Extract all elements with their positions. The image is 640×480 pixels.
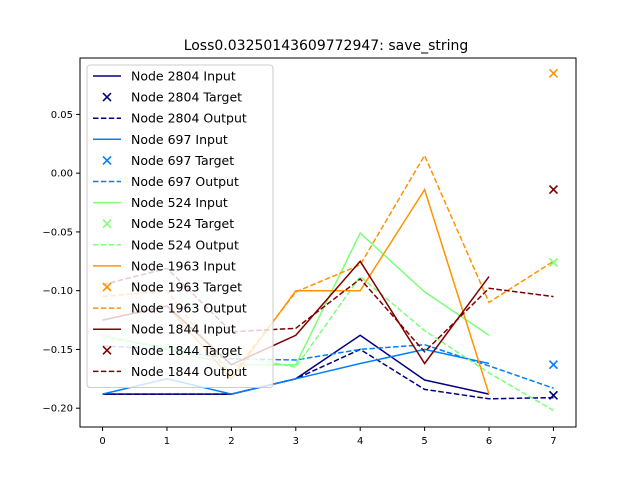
- axes-frame: [79, 57, 577, 428]
- legend-label: Node 524 Input: [131, 195, 228, 210]
- y-tick-label: −0.05: [42, 227, 73, 238]
- node-1963-target-marker: [548, 68, 559, 78]
- legend-entry-node-697-target: Node 697 Target: [102, 153, 234, 168]
- legend-box: [86, 64, 274, 388]
- legend-entry-node-2804-output: Node 2804 Output: [93, 111, 247, 126]
- legend-label: Node 697 Output: [131, 174, 239, 189]
- legend-label: Node 524 Target: [131, 216, 234, 231]
- legend-entry-node-1844-input: Node 1844 Input: [93, 322, 236, 337]
- node-2804-target-marker: [548, 390, 559, 400]
- legend-entry-node-2804-target: Node 2804 Target: [102, 90, 242, 105]
- x-tick-label: 5: [421, 436, 427, 447]
- target-cross-stroke: [102, 92, 112, 102]
- legend-label: Node 1963 Output: [131, 301, 247, 316]
- legend-entry-node-697-output: Node 697 Output: [93, 174, 239, 189]
- legend-entry-node-2804-input: Node 2804 Input: [93, 69, 236, 84]
- target-cross-stroke: [548, 257, 559, 268]
- x-tick-label: 1: [164, 436, 170, 447]
- target-cross-stroke: [102, 282, 112, 292]
- target-cross-stroke: [548, 68, 559, 78]
- legend-label: Node 1963 Input: [131, 258, 236, 273]
- target-cross-stroke: [548, 185, 559, 195]
- x-tick-label: 7: [550, 436, 556, 447]
- legend-entry-node-1963-output: Node 1963 Output: [93, 301, 247, 316]
- node-524-target-marker: [548, 257, 559, 268]
- y-tick-label: 0.05: [51, 110, 73, 121]
- node-1844-target-marker: [548, 185, 559, 195]
- y-tick-label: −0.20: [42, 404, 73, 415]
- x-tick-label: 2: [228, 436, 234, 447]
- axis-ticks: 0 1 2 3 4 5 6 7 0.05 0.00 −0.05 −0.10 −0.15 −0.20: [42, 110, 556, 447]
- target-cross-stroke: [548, 390, 559, 400]
- target-cross-stroke: [102, 219, 112, 229]
- chart-title: Loss0.03250143609772947: save_string: [184, 38, 469, 54]
- legend: Node 2804 Input Node 2804 Target Node 2804…: [86, 64, 274, 388]
- legend-label: Node 2804 Input: [131, 69, 236, 84]
- legend-swatch-cross: [102, 155, 112, 165]
- x-tick-label: 0: [99, 436, 105, 447]
- legend-entry-node-1844-target: Node 1844 Target: [102, 343, 242, 358]
- legend-label: Node 2804 Target: [131, 90, 242, 105]
- legend-entry-node-1963-target: Node 1963 Target: [102, 280, 242, 295]
- legend-entry-node-524-input: Node 524 Input: [93, 195, 228, 210]
- target-cross-stroke: [548, 360, 559, 370]
- legend-entry-node-1844-output: Node 1844 Output: [93, 364, 247, 379]
- legend-entry-node-524-output: Node 524 Output: [93, 237, 239, 252]
- legend-swatch-cross: [102, 282, 112, 292]
- target-cross-stroke: [102, 345, 112, 355]
- legend-swatch-cross: [102, 219, 112, 229]
- x-tick-label: 6: [486, 436, 492, 447]
- legend-swatch-cross: [102, 92, 112, 102]
- legend-label: Node 2804 Output: [131, 111, 247, 126]
- legend-label: Node 1963 Target: [131, 280, 242, 295]
- node-697-target-marker: [548, 360, 559, 370]
- legend-entry-node-697-input: Node 697 Input: [93, 132, 228, 147]
- node-2804-output-line: [102, 348, 554, 400]
- legend-entry-node-524-target: Node 524 Target: [102, 216, 234, 231]
- legend-label: Node 1844 Input: [131, 322, 236, 337]
- legend-label: Node 697 Input: [131, 132, 228, 147]
- x-tick-label: 4: [357, 436, 363, 447]
- y-tick-label: −0.10: [42, 286, 73, 297]
- legend-label: Node 1844 Output: [131, 364, 247, 379]
- legend-swatch-cross: [102, 345, 112, 355]
- x-tick-label: 3: [293, 436, 299, 447]
- target-cross-stroke: [102, 155, 112, 165]
- legend-label: Node 1844 Target: [131, 343, 242, 358]
- y-tick-label: 0.00: [51, 169, 73, 180]
- y-tick-label: −0.15: [42, 345, 73, 356]
- legend-entry-node-1963-input: Node 1963 Input: [93, 258, 236, 273]
- legend-label: Node 697 Target: [131, 153, 234, 168]
- legend-label: Node 524 Output: [131, 237, 239, 252]
